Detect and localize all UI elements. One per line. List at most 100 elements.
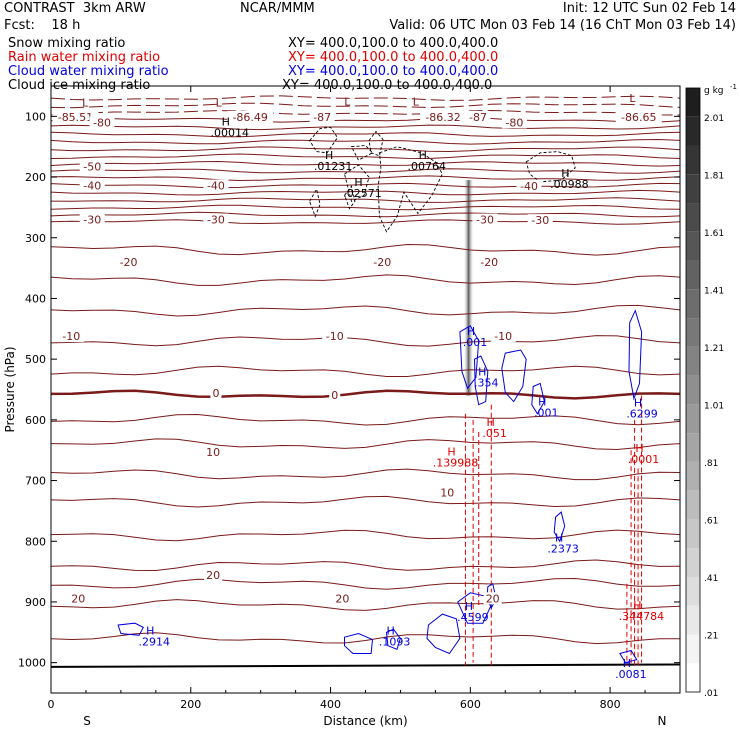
temperature-contour [50, 599, 681, 611]
extremum-mark: L [413, 95, 420, 108]
extremum-mark: H [561, 167, 569, 180]
extremum-value: .001 [534, 406, 559, 419]
colorbar-segment [686, 174, 700, 204]
extremum-mark: H [354, 176, 362, 189]
temperature-label-bg [476, 256, 502, 269]
forecast-hour: Fcst: 18 h [4, 18, 81, 33]
cloud-water-contour [501, 349, 527, 403]
temperature-contour [50, 559, 681, 572]
temperature-label: -20 [480, 256, 498, 269]
colorbar-segment [686, 116, 700, 146]
model-title: CONTRAST 3km ARW [4, 1, 146, 16]
y-tick-label: 600 [25, 414, 46, 427]
temperature-label: 10 [206, 446, 220, 459]
temperature-label-bg [69, 592, 88, 605]
temperature-label-bg [329, 388, 341, 401]
temperature-label-bg [89, 116, 115, 129]
temperature-contour [50, 95, 681, 101]
cloud-ice-contour [343, 164, 370, 202]
temperature-label: 20 [335, 592, 349, 605]
temperature-contour [50, 413, 681, 426]
colorbar-tick-label: .61 [704, 516, 718, 526]
cloud-ice-contour [525, 151, 576, 183]
colorbar-tick-label: .41 [704, 574, 718, 584]
temperature-contour [50, 102, 681, 109]
temperature-label-bg [490, 330, 516, 343]
extremum-mark: H [634, 396, 642, 409]
cloud-ice-contour [309, 187, 321, 218]
colorbar-segment [686, 548, 700, 577]
extremum-value: .00764 [408, 160, 447, 173]
temperature-label-bg [615, 110, 662, 123]
colorbar-segment [686, 404, 700, 434]
x-tick-label: 600 [460, 698, 481, 711]
temperature-label-bg [472, 213, 498, 226]
temperature-label-bg [465, 110, 491, 123]
cloud-water-contour [117, 622, 144, 636]
temperature-contour [50, 438, 681, 451]
rain-contours [464, 395, 643, 669]
center-label: NCAR/MMM [240, 1, 315, 16]
field-name-snow: Snow mixing ratio [8, 36, 126, 51]
temperature-label: 10 [440, 487, 454, 500]
field-xy-cloud-water: XY= 400.0,100.0 to 400.0,400.0 [288, 64, 499, 79]
y-tick-label: 400 [25, 292, 46, 305]
y-tick-label: 900 [25, 596, 46, 609]
temperature-contour [50, 109, 681, 116]
extremum-mark: H [633, 599, 641, 612]
extrema-labels: L L L L LH.00014H.01231H.00764H.02571H.00988… [82, 92, 664, 681]
temperature-label: 0 [212, 387, 219, 400]
temperature-label-bg [483, 592, 502, 605]
temperature-label-bg [420, 110, 467, 123]
extremum-mark: H [222, 115, 230, 128]
extremum-mark: H [623, 657, 631, 670]
cloud-water-contour [473, 355, 489, 406]
x-tick-label: 0 [48, 698, 55, 711]
temperature-contour [50, 138, 681, 145]
colorbar-segment [686, 634, 700, 664]
field-name-cloud-water: Cloud water mixing ratio [8, 64, 169, 79]
temperature-label: -80 [505, 116, 523, 129]
extremum-mark: H [387, 625, 395, 638]
cloud-ice-contours [309, 126, 576, 233]
temperature-label: -40 [520, 180, 538, 193]
colorbar-segment [686, 433, 700, 462]
extremum-value: .2914 [138, 636, 170, 649]
field-name-rain: Rain water mixing ratio [8, 50, 161, 65]
extremum-mark: H [467, 325, 475, 338]
cloud-water-contour [344, 632, 374, 654]
extremum-mark: H [538, 395, 546, 408]
temperature-contour [50, 182, 681, 189]
temperature-label: -30 [476, 214, 494, 227]
extremum-value: .354 [474, 377, 499, 390]
extremum-mark: H [447, 446, 455, 459]
temperature-label: -10 [494, 330, 512, 343]
extremum-value: .0001 [628, 453, 660, 466]
cloud-water-contour [459, 325, 480, 390]
colorbar-frame [685, 87, 701, 693]
extremum-mark: H [325, 149, 333, 162]
extremum-value: .051 [482, 427, 507, 440]
x-tick-label: 800 [600, 698, 621, 711]
y-tick-label: 100 [25, 110, 46, 123]
temperature-labels: -85.51 -80 -86.49 -87 -86.32 -87 -80 -86.65-50-… [52, 110, 662, 605]
axes: 0 200 400 600 800100200300400500600700800900… [3, 86, 680, 728]
cloud-water-contour [553, 511, 566, 543]
temperature-label-bg [227, 110, 274, 123]
temperature-contour [50, 131, 681, 138]
colorbar-segment [686, 663, 700, 692]
temperature-contour [50, 204, 681, 211]
extremum-value: .344784 [619, 610, 665, 623]
cloud-water-contours [117, 309, 643, 664]
temperature-contour [50, 274, 681, 286]
colorbar-segment [686, 605, 700, 635]
end-label-right: N [658, 714, 667, 728]
x-axis-label: Distance (km) [323, 714, 407, 728]
temperature-label: -30 [83, 214, 101, 227]
temperature-label: -40 [83, 180, 101, 193]
colorbar-tick-label: .01 [704, 689, 718, 699]
cloud-water-contour [426, 613, 461, 655]
temperature-contour [50, 335, 681, 347]
temperature-contour [50, 175, 681, 182]
